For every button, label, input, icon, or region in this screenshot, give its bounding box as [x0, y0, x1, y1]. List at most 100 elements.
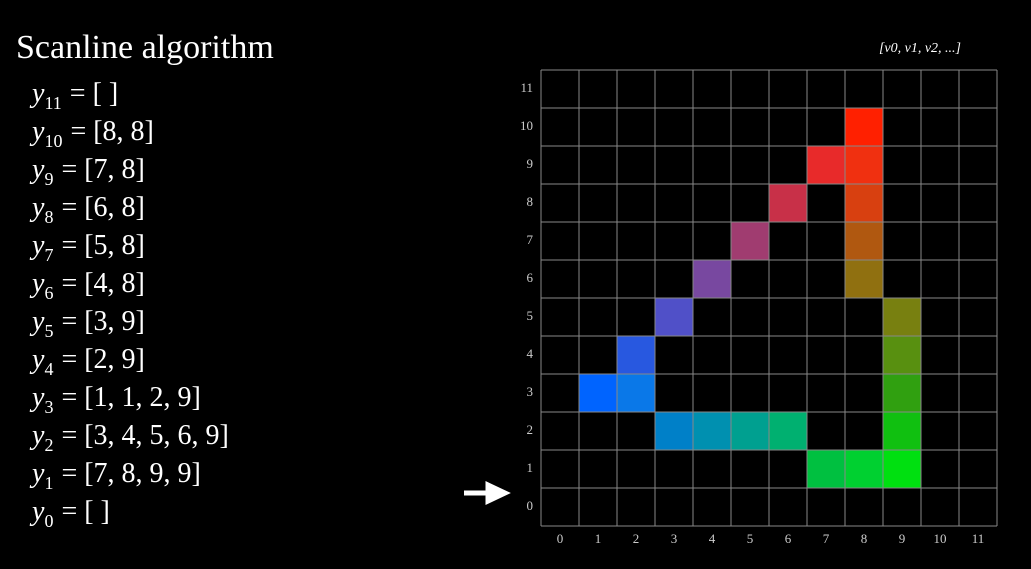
pixel-cell — [883, 374, 921, 412]
cells — [579, 108, 921, 488]
x-label: 2 — [633, 531, 640, 546]
row-var: y — [29, 306, 45, 337]
row-equation: y9 = [7, 8] — [29, 154, 145, 189]
row-rest: = [ ] — [70, 78, 118, 109]
row-sub: 9 — [44, 169, 53, 189]
row-var: y — [29, 78, 45, 109]
row-sub: 11 — [44, 93, 61, 113]
pixel-cell — [845, 108, 883, 146]
y-label: 5 — [527, 308, 534, 323]
row-rest: = [3, 4, 5, 6, 9] — [61, 420, 228, 451]
row-rest: = [2, 9] — [61, 344, 144, 375]
row-rest: = [6, 8] — [61, 192, 144, 223]
row-equation: y3 = [1, 1, 2, 9] — [29, 382, 201, 417]
pixel-cell — [731, 412, 769, 450]
grid — [540, 69, 998, 527]
row-sub: 2 — [44, 435, 53, 455]
pixel-cell — [693, 260, 731, 298]
pixel-cell — [769, 412, 807, 450]
row-sub: 0 — [44, 511, 53, 531]
pixel-cell — [883, 412, 921, 450]
row-list: y11 = [ ]y10 = [8, 8]y9 = [7, 8]y8 = [6, 8]y… — [29, 78, 229, 531]
row-equation: y10 = [8, 8] — [29, 116, 154, 151]
pixel-cell — [655, 412, 693, 450]
pixel-cell — [845, 222, 883, 260]
row-rest: = [7, 8, 9, 9] — [61, 458, 200, 489]
pixel-cell — [883, 450, 921, 488]
row-rest: = [3, 9] — [61, 306, 144, 337]
x-label: 8 — [861, 531, 868, 546]
pixel-cell — [807, 450, 845, 488]
row-equation: y6 = [4, 8] — [29, 268, 145, 303]
row-equation: y0 = [ ] — [29, 496, 110, 531]
y-label: 2 — [527, 422, 534, 437]
row-sub: 1 — [44, 473, 53, 493]
row-rest: = [5, 8] — [61, 230, 144, 261]
pixel-cell — [845, 184, 883, 222]
x-label: 6 — [785, 531, 792, 546]
row-equation: y7 = [5, 8] — [29, 230, 145, 265]
pixel-cell — [731, 222, 769, 260]
current-row-arrow — [464, 481, 511, 505]
y-label: 1 — [527, 460, 534, 475]
y-label: 8 — [527, 194, 534, 209]
pixel-cell — [579, 374, 617, 412]
row-equation: y1 = [7, 8, 9, 9] — [29, 458, 201, 493]
row-var: y — [29, 230, 45, 261]
row-equation: y5 = [3, 9] — [29, 306, 145, 341]
y-label: 3 — [527, 384, 534, 399]
row-var: y — [29, 268, 45, 299]
y-label: 4 — [527, 346, 534, 361]
row-var: y — [29, 116, 45, 147]
y-label: 6 — [527, 270, 534, 285]
x-label: 1 — [595, 531, 602, 546]
pixel-cell — [693, 412, 731, 450]
x-label: 10 — [934, 531, 947, 546]
x-label: 4 — [709, 531, 716, 546]
row-equation: y11 = [ ] — [29, 78, 118, 113]
x-label: 9 — [899, 531, 906, 546]
y-label: 10 — [520, 118, 533, 133]
y-label: 9 — [527, 156, 534, 171]
row-rest: = [1, 1, 2, 9] — [61, 382, 200, 413]
row-equation: y4 = [2, 9] — [29, 344, 145, 379]
y-label: 7 — [527, 232, 534, 247]
y-label: 11 — [520, 80, 533, 95]
row-rest: = [8, 8] — [70, 116, 153, 147]
title: Scanline algorithm — [16, 29, 274, 66]
x-label: 7 — [823, 531, 830, 546]
row-sub: 8 — [44, 207, 53, 227]
row-sub: 6 — [44, 283, 53, 303]
row-sub: 7 — [44, 245, 53, 265]
row-sub: 5 — [44, 321, 53, 341]
pixel-cell — [617, 374, 655, 412]
pixel-cell — [655, 298, 693, 336]
x-label: 5 — [747, 531, 754, 546]
x-label: 0 — [557, 531, 564, 546]
row-equation: y8 = [6, 8] — [29, 192, 145, 227]
row-var: y — [29, 344, 45, 375]
pixel-cell — [769, 184, 807, 222]
row-sub: 4 — [44, 359, 53, 379]
row-var: y — [29, 192, 45, 223]
row-equation: y2 = [3, 4, 5, 6, 9] — [29, 420, 229, 455]
row-rest: = [ ] — [61, 496, 109, 527]
row-sub: 3 — [44, 397, 53, 417]
row-rest: = [7, 8] — [61, 154, 144, 185]
row-var: y — [29, 382, 45, 413]
pixel-cell — [845, 146, 883, 184]
x-label: 3 — [671, 531, 678, 546]
row-sub: 10 — [44, 131, 62, 151]
pixel-cell — [883, 336, 921, 374]
row-var: y — [29, 420, 45, 451]
x-label: 11 — [972, 531, 985, 546]
pixel-cell — [617, 336, 655, 374]
row-var: y — [29, 154, 45, 185]
pixel-cell — [807, 146, 845, 184]
row-var: y — [29, 458, 45, 489]
pixel-cell — [845, 450, 883, 488]
pixel-cell — [845, 260, 883, 298]
legend: [v0, v1, v2, ...] — [879, 41, 961, 56]
